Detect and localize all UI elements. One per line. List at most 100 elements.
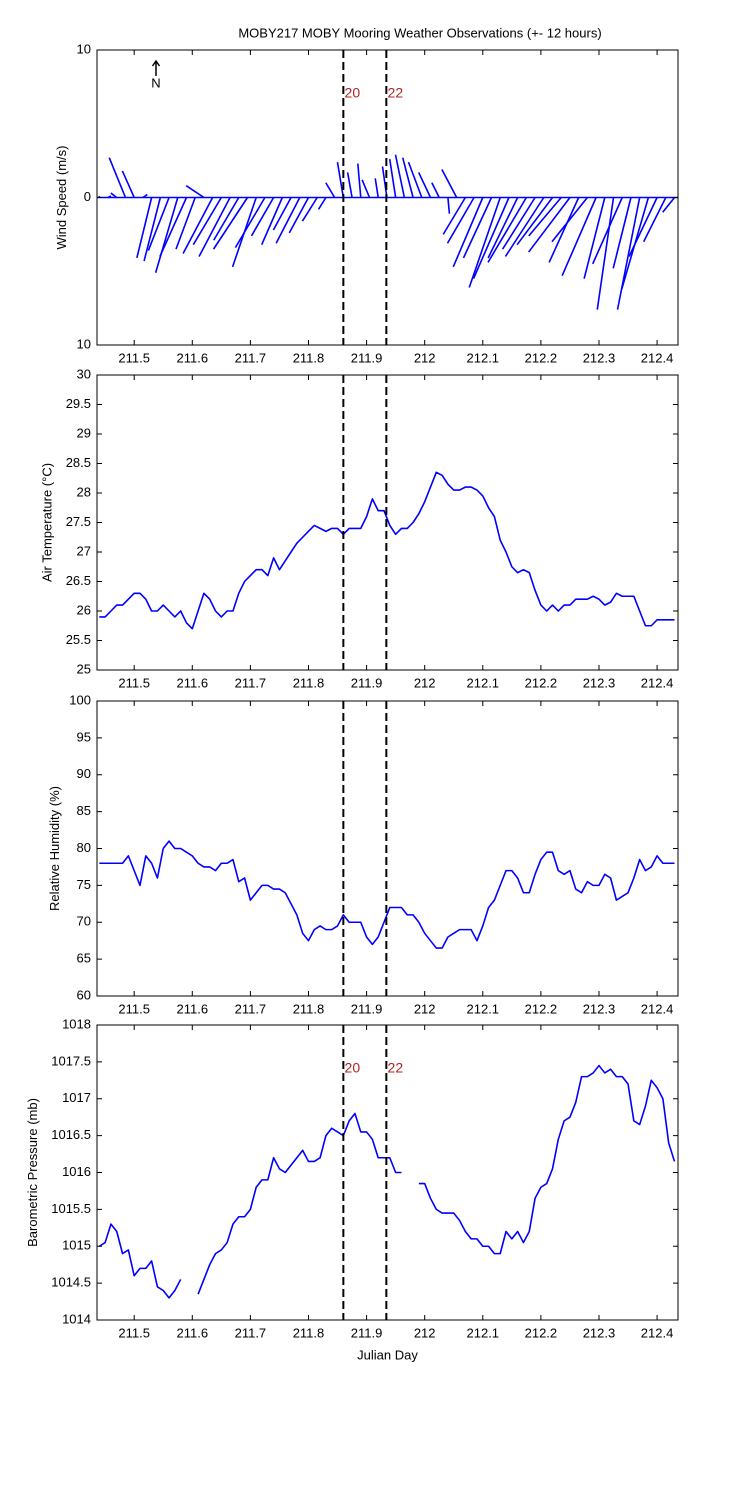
x-tick-label: 211.6 [176, 1001, 208, 1016]
y-tick-label: 90 [77, 766, 91, 781]
wind-stick [275, 197, 301, 244]
north-label: N [151, 75, 160, 90]
y-tick-label: 0 [84, 189, 91, 204]
wind-stick [417, 172, 432, 198]
wind-stick [583, 197, 606, 279]
y-axis-label: Wind Speed (m/s) [54, 145, 69, 249]
x-tick-label: 211.5 [118, 1325, 150, 1340]
y-tick-label: 28 [77, 484, 91, 499]
y-tick-label: 30 [77, 366, 91, 381]
x-tick-label: 212 [414, 350, 436, 365]
x-tick-label: 211.7 [235, 675, 267, 690]
wind-stick [175, 197, 196, 250]
y-tick-label: 1016 [62, 1164, 91, 1179]
x-tick-label: 212.2 [525, 350, 558, 365]
wind-stick [487, 197, 528, 263]
x-tick-label: 211.6 [176, 1325, 208, 1340]
wind-stick [317, 197, 327, 210]
x-axis-label: Julian Day [357, 1347, 418, 1362]
wind-stick [143, 197, 162, 262]
x-tick-label: 211.8 [293, 1325, 325, 1340]
y-tick-label: 29.5 [66, 396, 91, 411]
x-tick-label: 212.1 [467, 1001, 500, 1016]
x-tick-label: 211.9 [351, 1001, 383, 1016]
y-tick-label: 1014.5 [51, 1275, 91, 1290]
wind-stick [288, 197, 310, 234]
y-tick-label: 60 [77, 987, 91, 1002]
wind-stick [551, 197, 588, 243]
wind-stick [441, 169, 458, 198]
x-tick-label: 211.8 [293, 1001, 325, 1016]
wind-stick [325, 182, 336, 198]
wind-stick [110, 192, 118, 199]
wind-stick [452, 197, 484, 268]
wind-stick [447, 197, 451, 214]
wind-stick [301, 197, 318, 222]
y-tick-label: 1017 [62, 1090, 91, 1105]
y-tick-label: 26.5 [66, 573, 91, 588]
wind-stick [528, 196, 562, 237]
wind-stick [446, 197, 475, 244]
wind-stick [108, 157, 127, 198]
wind-stick [185, 185, 205, 199]
x-tick-label: 212.4 [641, 350, 674, 365]
chart-title: MOBY217 MOBY Mooring Weather Observation… [238, 25, 601, 40]
y-tick-label: 28.5 [66, 455, 91, 470]
wind-stick [472, 197, 510, 279]
x-tick-label: 211.7 [235, 1001, 267, 1016]
x-tick-label: 212 [414, 1001, 436, 1016]
x-tick-label: 212.1 [467, 350, 500, 365]
x-tick-label: 211.9 [351, 1325, 383, 1340]
wind-stick [642, 197, 667, 243]
y-tick-label: 80 [77, 840, 91, 855]
wind-stick [192, 197, 223, 246]
north-arrow [151, 59, 161, 76]
x-tick-label: 212.3 [583, 1325, 616, 1340]
data-line [99, 840, 675, 949]
y-tick-label: 29 [77, 425, 91, 440]
y-tick-label: 1017.5 [51, 1053, 91, 1068]
wind-stick [487, 197, 519, 259]
wind-stick [234, 197, 266, 249]
wind-stick [198, 197, 231, 257]
wind-stick [628, 197, 658, 257]
x-tick-label: 211.8 [293, 675, 325, 690]
y-tick-label: 1014 [62, 1311, 91, 1326]
x-tick-label: 212.1 [467, 1325, 500, 1340]
wind-stick [381, 166, 388, 198]
marker-label: 20 [345, 85, 361, 101]
wind-stick [616, 197, 641, 310]
wind-stick [336, 161, 345, 198]
x-tick-label: 212.1 [467, 675, 500, 690]
marker-label: 22 [388, 85, 404, 101]
y-tick-label: 65 [77, 951, 91, 966]
y-tick-label: 1015 [62, 1238, 91, 1253]
wind-stick [501, 197, 536, 250]
y-axis-label: Relative Humidity (%) [47, 786, 62, 911]
wind-stick [159, 197, 188, 257]
y-tick-label: 70 [77, 914, 91, 929]
wind-stick [516, 197, 554, 246]
x-tick-label: 212.4 [641, 1325, 674, 1340]
x-tick-label: 212.3 [583, 1001, 616, 1016]
wind-stick [401, 157, 414, 198]
wind-stick [468, 197, 501, 288]
x-tick-label: 211.9 [351, 350, 383, 365]
x-tick-label: 212.2 [525, 675, 558, 690]
marker-label: 20 [345, 1060, 361, 1076]
wind-stick [527, 197, 571, 253]
marker-label: 22 [388, 1060, 404, 1076]
wind-stick [212, 197, 249, 250]
x-tick-label: 211.5 [118, 1001, 150, 1016]
y-tick-label: 1018 [62, 1016, 91, 1031]
x-tick-label: 212.2 [525, 1001, 558, 1016]
x-tick-label: 211.7 [235, 350, 267, 365]
x-tick-label: 211.9 [351, 675, 383, 690]
y-tick-label: 27.5 [66, 514, 91, 529]
data-line [99, 471, 675, 630]
wind-stick [154, 197, 179, 273]
x-tick-label: 211.7 [235, 1325, 267, 1340]
x-tick-label: 212.4 [641, 675, 674, 690]
